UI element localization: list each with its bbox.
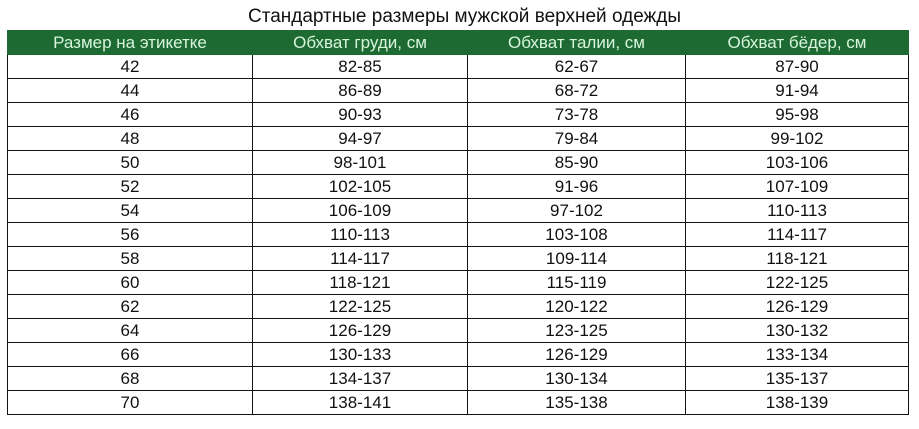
size-table: Размер на этикетке Обхват груди, см Обхв…: [7, 30, 909, 415]
cell-size: 70: [7, 390, 253, 415]
cell-waist: 135-138: [467, 390, 686, 415]
cell-waist: 91-96: [467, 174, 686, 199]
table-row: 44 86-89 68-72 91-94: [7, 78, 909, 103]
cell-waist: 109-114: [467, 246, 686, 271]
table-row: 50 98-101 85-90 103-106: [7, 150, 909, 175]
cell-waist: 79-84: [467, 126, 686, 151]
cell-chest: 134-137: [252, 366, 468, 391]
cell-chest: 90-93: [252, 102, 468, 127]
cell-size: 54: [7, 198, 253, 223]
cell-waist: 97-102: [467, 198, 686, 223]
cell-hips: 118-121: [685, 246, 909, 271]
cell-chest: 106-109: [252, 198, 468, 223]
cell-hips: 133-134: [685, 342, 909, 367]
cell-chest: 130-133: [252, 342, 468, 367]
cell-size: 56: [7, 222, 253, 247]
cell-hips: 122-125: [685, 270, 909, 295]
cell-size: 62: [7, 294, 253, 319]
cell-hips: 103-106: [685, 150, 909, 175]
table-row: 52 102-105 91-96 107-109: [7, 174, 909, 199]
cell-chest: 114-117: [252, 246, 468, 271]
cell-waist: 123-125: [467, 318, 686, 343]
cell-size: 44: [7, 78, 253, 103]
header-row: Размер на этикетке Обхват груди, см Обхв…: [7, 30, 909, 55]
cell-waist: 73-78: [467, 102, 686, 127]
cell-waist: 120-122: [467, 294, 686, 319]
table-row: 48 94-97 79-84 99-102: [7, 126, 909, 151]
cell-hips: 107-109: [685, 174, 909, 199]
cell-size: 46: [7, 102, 253, 127]
table-title: Стандартные размеры мужской верхней одеж…: [247, 6, 681, 27]
cell-size: 64: [7, 318, 253, 343]
cell-waist: 126-129: [467, 342, 686, 367]
cell-chest: 94-97: [252, 126, 468, 151]
cell-chest: 122-125: [252, 294, 468, 319]
cell-size: 58: [7, 246, 253, 271]
cell-waist: 130-134: [467, 366, 686, 391]
cell-hips: 130-132: [685, 318, 909, 343]
cell-size: 66: [7, 342, 253, 367]
cell-size: 52: [7, 174, 253, 199]
cell-hips: 91-94: [685, 78, 909, 103]
cell-chest: 86-89: [252, 78, 468, 103]
cell-waist: 68-72: [467, 78, 686, 103]
cell-chest: 82-85: [252, 54, 468, 79]
cell-size: 50: [7, 150, 253, 175]
table-row: 60 118-121 115-119 122-125: [7, 270, 909, 295]
cell-hips: 126-129: [685, 294, 909, 319]
cell-hips: 87-90: [685, 54, 909, 79]
cell-chest: 98-101: [252, 150, 468, 175]
table-row: 46 90-93 73-78 95-98: [7, 102, 909, 127]
cell-waist: 103-108: [467, 222, 686, 247]
header-size: Размер на этикетке: [7, 30, 253, 55]
table-row: 70 138-141 135-138 138-139: [7, 390, 909, 415]
table-row: 42 82-85 62-67 87-90: [7, 54, 909, 79]
cell-chest: 118-121: [252, 270, 468, 295]
cell-hips: 95-98: [685, 102, 909, 127]
table-row: 56 110-113 103-108 114-117: [7, 222, 909, 247]
cell-waist: 62-67: [467, 54, 686, 79]
table-row: 66 130-133 126-129 133-134: [7, 342, 909, 367]
cell-size: 60: [7, 270, 253, 295]
cell-hips: 138-139: [685, 390, 909, 415]
cell-chest: 126-129: [252, 318, 468, 343]
cell-waist: 85-90: [467, 150, 686, 175]
header-chest: Обхват груди, см: [252, 30, 468, 55]
cell-hips: 135-137: [685, 366, 909, 391]
cell-waist: 115-119: [467, 270, 686, 295]
cell-hips: 99-102: [685, 126, 909, 151]
table-row: 62 122-125 120-122 126-129: [7, 294, 909, 319]
cell-size: 42: [7, 54, 253, 79]
table-row: 64 126-129 123-125 130-132: [7, 318, 909, 343]
cell-size: 68: [7, 366, 253, 391]
header-waist: Обхват талии, см: [467, 30, 686, 55]
cell-chest: 102-105: [252, 174, 468, 199]
cell-hips: 110-113: [685, 198, 909, 223]
header-hips: Обхват бёдер, см: [685, 30, 909, 55]
table-row: 58 114-117 109-114 118-121: [7, 246, 909, 271]
cell-size: 48: [7, 126, 253, 151]
cell-hips: 114-117: [685, 222, 909, 247]
table-row: 68 134-137 130-134 135-137: [7, 366, 909, 391]
cell-chest: 138-141: [252, 390, 468, 415]
table-row: 54 106-109 97-102 110-113: [7, 198, 909, 223]
cell-chest: 110-113: [252, 222, 468, 247]
